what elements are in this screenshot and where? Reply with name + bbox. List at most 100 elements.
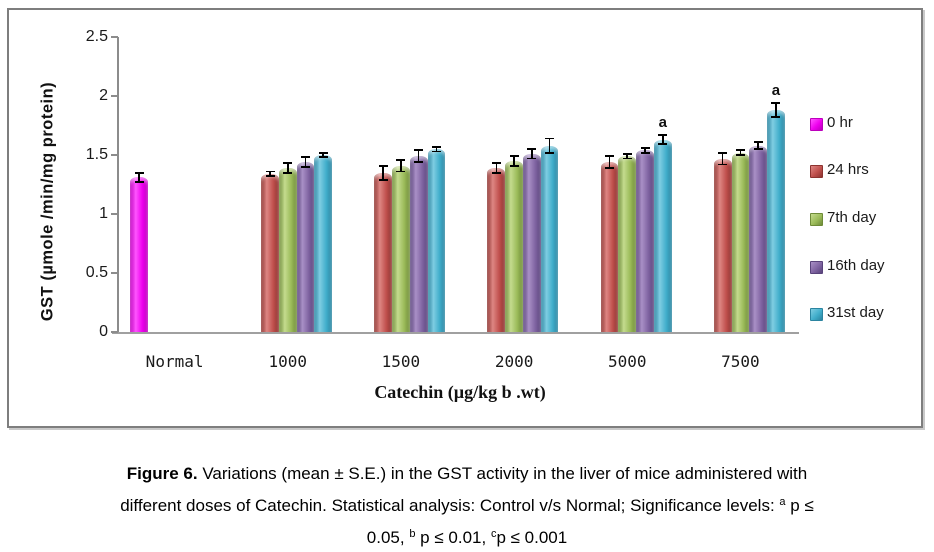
error-bar-stem: [322, 152, 325, 158]
caption-segment: p ≤: [785, 496, 814, 515]
caption-segment: b: [409, 528, 416, 540]
error-bar-cap-bottom: [283, 171, 293, 174]
error-bar-cap-top: [283, 162, 293, 165]
legend-swatch-16th-day: [810, 260, 823, 274]
bar-16th-day-7500: [749, 145, 768, 332]
error-bar-cap-bottom: [718, 163, 728, 166]
caption-segment: Variations (mean ± S.E.) in the GST acti…: [197, 464, 808, 483]
y-tick: [111, 272, 118, 274]
legend-swatch-0-hr: [810, 117, 823, 131]
y-tick: [111, 331, 118, 333]
x-category-label: 2000: [494, 352, 534, 371]
x-axis-title: Catechin (µg/kg b .wt): [374, 382, 546, 402]
bar-16th-day-1000: [296, 162, 315, 332]
error-bar-cap-top: [622, 152, 632, 155]
error-bar-cap-bottom: [753, 148, 763, 150]
bar-24-hrs-5000: [600, 162, 619, 332]
y-tick-label: 0.5: [85, 264, 108, 281]
error-bar-stem: [548, 138, 551, 153]
error-bar-cap-top: [605, 155, 614, 158]
legend-swatch-24-hrs: [810, 165, 823, 179]
bar-24-hrs-2000: [487, 167, 506, 332]
error-bar-stem: [661, 134, 664, 145]
legend-swatch-31st-day: [810, 308, 823, 322]
error-bar-cap-bottom: [605, 167, 614, 169]
y-tick-label: 1: [99, 205, 108, 222]
error-bar-cap-bottom: [658, 143, 668, 146]
error-bar-cap-bottom: [491, 171, 501, 174]
bar-0-hr-Normal: [130, 177, 148, 332]
y-tick-label: 0: [99, 323, 108, 340]
error-bar-stem: [531, 149, 533, 159]
legend-label-16th-day: 16th day: [827, 256, 885, 274]
x-category-label: 1000: [268, 352, 308, 371]
significance-label: a: [658, 113, 667, 131]
legend-label-31st-day: 31st day: [827, 304, 884, 322]
figure-caption: Figure 6. Variations (mean ± S.E.) in th…: [40, 460, 894, 552]
error-bar-stem: [269, 171, 271, 177]
error-bar-stem: [739, 150, 742, 155]
error-bar-cap-bottom: [414, 161, 424, 163]
bar-16th-day-2000: [522, 153, 541, 332]
caption-segment: different doses of Catechin. Statistical…: [120, 496, 780, 515]
caption-line: Figure 6. Variations (mean ± S.E.) in th…: [40, 460, 894, 488]
error-bar-cap-top: [527, 148, 537, 150]
x-category-label: 5000: [607, 352, 647, 371]
y-axis-line: [117, 37, 119, 333]
y-tick: [111, 154, 118, 156]
bar-16th-day-1500: [409, 156, 428, 332]
bar-24-hrs-7500: [713, 158, 732, 332]
bar-7th-day-5000: [618, 156, 637, 332]
error-bar-cap-top: [658, 134, 668, 136]
error-bar-stem: [495, 163, 498, 173]
error-bar-cap-top: [491, 162, 501, 165]
error-bar-cap-bottom: [431, 150, 441, 153]
y-tick-label: 2.5: [85, 28, 108, 45]
bar-7th-day-2000: [505, 160, 523, 332]
y-tick: [111, 36, 118, 38]
y-tick-label: 2: [99, 87, 108, 104]
error-bar-cap-bottom: [396, 170, 406, 173]
error-bar-cap-bottom: [622, 157, 632, 160]
bar-chart: GST (µmole /min/mg protein) Catechin (µg…: [39, 28, 885, 402]
error-bar-cap-bottom: [735, 154, 745, 156]
error-bar-cap-top: [640, 147, 650, 149]
error-bar-cap-bottom: [318, 156, 328, 159]
error-bar-stem: [644, 147, 646, 153]
error-bar-stem: [513, 156, 515, 166]
bar-31st-day-2000: [540, 145, 559, 332]
error-bar-cap-top: [545, 137, 555, 140]
error-bar-stem: [757, 142, 759, 150]
error-bar-cap-bottom: [265, 175, 275, 178]
x-category-label: 1500: [381, 352, 421, 371]
legend-label-0-hr: 0 hr: [827, 113, 853, 131]
error-bar-stem: [435, 146, 438, 152]
bar-7th-day-1500: [392, 165, 410, 332]
error-bar-stem: [721, 152, 724, 165]
bar-16th-day-5000: [636, 150, 654, 332]
error-bar-cap-top: [301, 156, 310, 159]
x-category-label: Normal: [145, 352, 204, 371]
error-bar-cap-top: [771, 102, 781, 104]
error-bar-cap-top: [735, 149, 745, 152]
significance-label: a: [771, 82, 781, 100]
caption-segment: p ≤ 0.001: [496, 528, 568, 547]
error-bar-stem: [608, 156, 611, 168]
bar-24-hrs-1500: [374, 172, 393, 332]
error-bar-stem: [138, 172, 140, 183]
legend-label-7th-day: 7th day: [827, 208, 877, 226]
bar-7th-day-7500: [731, 152, 750, 332]
error-bar-cap-top: [509, 155, 519, 158]
error-bar-stem: [417, 150, 420, 163]
legend-label-24-hrs: 24 hrs: [827, 161, 869, 179]
error-bar-cap-top: [414, 149, 424, 152]
error-bar-cap-top: [134, 171, 144, 174]
error-bar-stem: [400, 159, 402, 172]
caption-segment: 0.05,: [366, 528, 410, 547]
error-bar-stem: [382, 165, 384, 180]
caption-segment: c: [490, 528, 497, 540]
caption-segment: Figure 6.: [126, 464, 198, 483]
y-tick: [111, 95, 118, 97]
x-axis-line: [112, 332, 799, 334]
error-bar-cap-top: [318, 151, 328, 154]
